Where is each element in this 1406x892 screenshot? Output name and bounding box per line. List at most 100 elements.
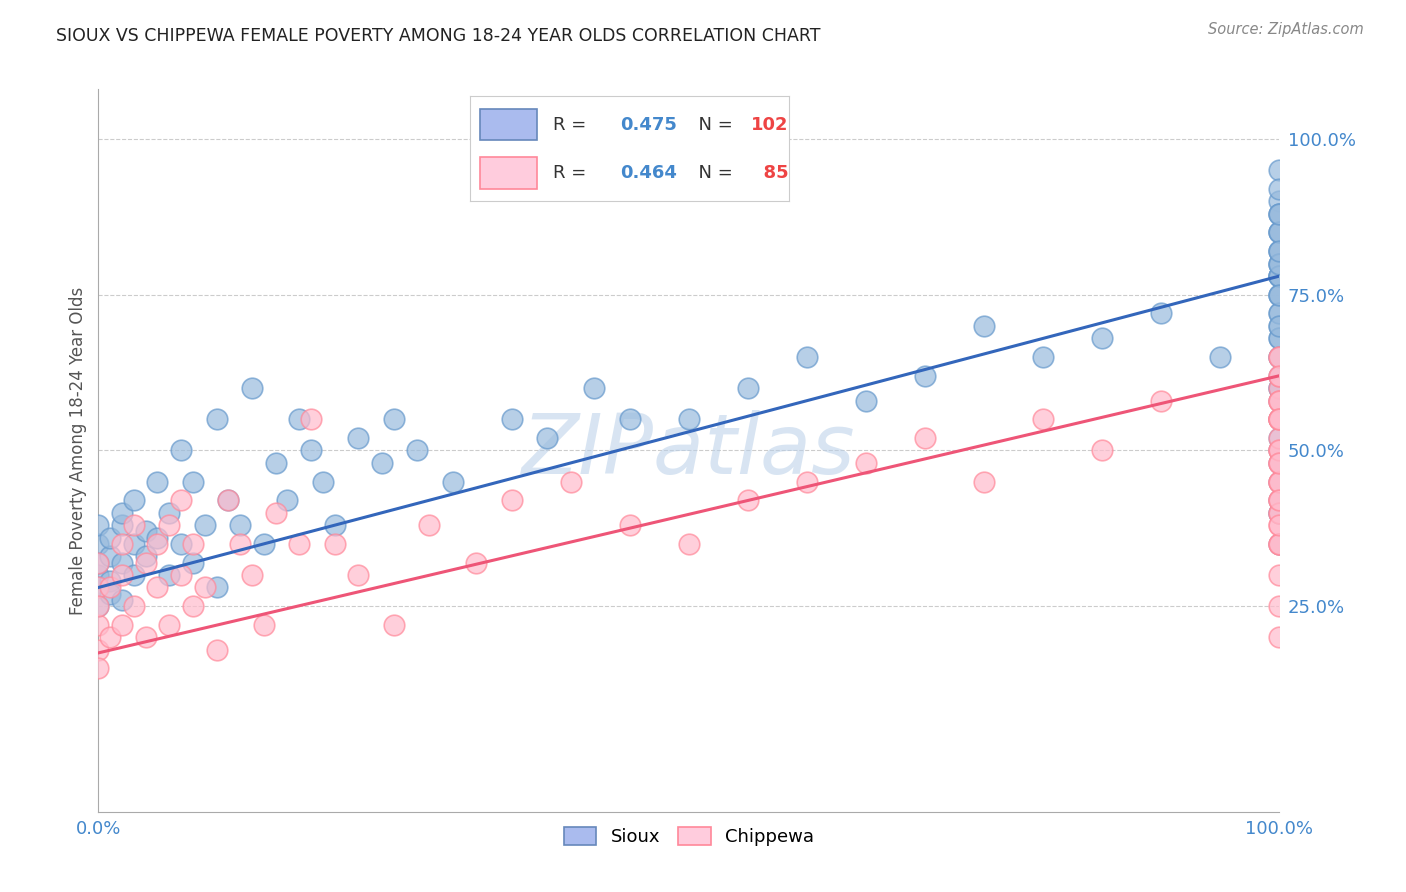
Point	[205, 581, 228, 595]
Point	[181, 556, 204, 570]
Point	[111, 537, 134, 551]
Point	[87, 599, 110, 614]
Point	[1268, 268, 1291, 283]
Point	[157, 618, 180, 632]
Point	[382, 618, 405, 632]
Point	[1268, 475, 1291, 489]
Point	[1268, 226, 1291, 240]
Point	[1268, 475, 1291, 489]
Point	[87, 581, 110, 595]
Y-axis label: Female Poverty Among 18-24 Year Olds: Female Poverty Among 18-24 Year Olds	[69, 286, 87, 615]
Point	[347, 568, 370, 582]
Point	[1032, 350, 1054, 364]
Point	[240, 568, 263, 582]
Point	[1268, 350, 1291, 364]
Point	[1091, 331, 1114, 345]
Point	[170, 493, 193, 508]
Point	[855, 393, 877, 408]
Point	[1268, 456, 1291, 470]
Point	[1268, 518, 1291, 533]
Point	[111, 593, 134, 607]
Point	[157, 518, 180, 533]
Point	[1268, 456, 1291, 470]
Point	[1268, 194, 1291, 209]
Point	[1268, 368, 1291, 383]
Point	[1268, 318, 1291, 333]
Point	[1268, 331, 1291, 345]
Point	[1268, 318, 1291, 333]
Point	[122, 493, 145, 508]
Point	[1268, 393, 1291, 408]
Point	[1268, 226, 1291, 240]
Point	[157, 568, 180, 582]
Point	[1268, 350, 1291, 364]
Point	[1268, 244, 1291, 259]
Point	[1268, 226, 1291, 240]
Point	[135, 524, 157, 539]
Point	[1268, 493, 1291, 508]
Point	[1268, 630, 1291, 644]
Point	[1268, 443, 1291, 458]
Point	[87, 518, 110, 533]
Point	[1268, 257, 1291, 271]
Point	[288, 537, 311, 551]
Point	[98, 531, 121, 545]
Point	[1268, 331, 1291, 345]
Point	[536, 431, 558, 445]
Point	[1268, 431, 1291, 445]
Point	[1209, 350, 1232, 364]
Point	[194, 518, 217, 533]
Point	[1268, 431, 1291, 445]
Point	[1268, 306, 1291, 320]
Point	[678, 412, 700, 426]
Point	[1268, 475, 1291, 489]
Point	[98, 549, 121, 564]
Point	[973, 318, 995, 333]
Point	[1268, 443, 1291, 458]
Point	[1268, 443, 1291, 458]
Point	[87, 556, 110, 570]
Point	[1268, 393, 1291, 408]
Point	[240, 381, 263, 395]
Point	[1268, 368, 1291, 383]
Point	[1091, 443, 1114, 458]
Point	[406, 443, 429, 458]
Point	[914, 368, 936, 383]
Point	[323, 537, 346, 551]
Point	[264, 456, 287, 470]
Point	[135, 630, 157, 644]
Point	[1268, 350, 1291, 364]
Point	[796, 350, 818, 364]
Legend: Sioux, Chippewa: Sioux, Chippewa	[557, 820, 821, 854]
Point	[111, 618, 134, 632]
Point	[560, 475, 582, 489]
Point	[299, 412, 322, 426]
Point	[1268, 475, 1291, 489]
Point	[87, 537, 110, 551]
Point	[973, 475, 995, 489]
Point	[111, 506, 134, 520]
Point	[1268, 350, 1291, 364]
Point	[418, 518, 440, 533]
Point	[441, 475, 464, 489]
Point	[229, 518, 252, 533]
Point	[1268, 287, 1291, 301]
Point	[181, 599, 204, 614]
Point	[264, 506, 287, 520]
Point	[1268, 506, 1291, 520]
Point	[217, 493, 239, 508]
Point	[205, 642, 228, 657]
Point	[299, 443, 322, 458]
Point	[111, 556, 134, 570]
Point	[1268, 244, 1291, 259]
Point	[122, 518, 145, 533]
Point	[1268, 207, 1291, 221]
Point	[465, 556, 488, 570]
Point	[111, 518, 134, 533]
Point	[619, 412, 641, 426]
Point	[1268, 537, 1291, 551]
Point	[98, 574, 121, 589]
Point	[170, 568, 193, 582]
Point	[583, 381, 606, 395]
Point	[1268, 412, 1291, 426]
